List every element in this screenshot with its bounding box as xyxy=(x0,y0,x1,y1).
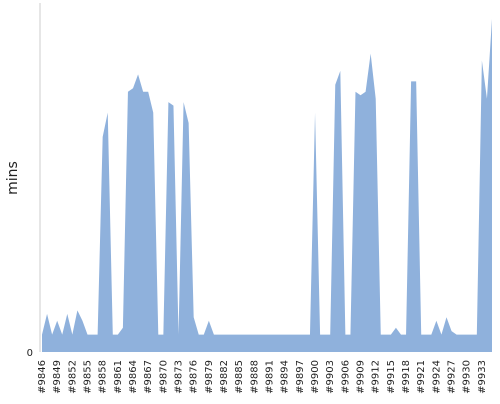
x-tick-label: #9930 xyxy=(462,360,473,394)
x-tick-label: #9912 xyxy=(371,360,382,394)
x-tick-label: #9882 xyxy=(219,360,230,394)
x-tick-label: #9864 xyxy=(128,360,139,394)
x-tick-label: #9897 xyxy=(295,360,306,394)
x-tick-label: #9921 xyxy=(416,360,427,394)
x-tick-label: #9906 xyxy=(340,360,351,394)
x-tick-label: #9861 xyxy=(113,360,124,394)
x-tick-label: #9873 xyxy=(174,360,185,394)
x-tick-label: #9858 xyxy=(98,360,109,394)
x-tick-label: #9888 xyxy=(249,360,260,394)
x-tick-label: #9924 xyxy=(431,360,442,394)
x-tick-label: #9891 xyxy=(265,360,276,394)
x-tick-label: #9903 xyxy=(325,360,336,394)
x-tick-label: #9894 xyxy=(280,360,291,394)
x-tick-label: #9867 xyxy=(143,360,154,394)
y-tick-label: 0 xyxy=(27,348,33,359)
x-tick-label: #9918 xyxy=(401,360,412,394)
x-tick-label: #9870 xyxy=(158,360,169,394)
x-tick-label: #9933 xyxy=(477,360,488,394)
x-tick-label: #9852 xyxy=(67,360,78,394)
x-tick-label: #9879 xyxy=(204,360,215,394)
x-tick-label: #9900 xyxy=(310,360,321,394)
x-tick-label: #9855 xyxy=(83,360,94,394)
x-tick-label: #9846 xyxy=(37,360,48,394)
x-tick-label: #9915 xyxy=(386,360,397,394)
x-tick-label: #9885 xyxy=(234,360,245,394)
x-tick-label: #9927 xyxy=(447,360,458,394)
x-tick-label: #9876 xyxy=(189,360,200,394)
x-tick-label: #9849 xyxy=(52,360,63,394)
area xyxy=(42,18,492,352)
y-axis-label: mins xyxy=(5,161,21,195)
x-tick-label: #9909 xyxy=(356,360,367,394)
